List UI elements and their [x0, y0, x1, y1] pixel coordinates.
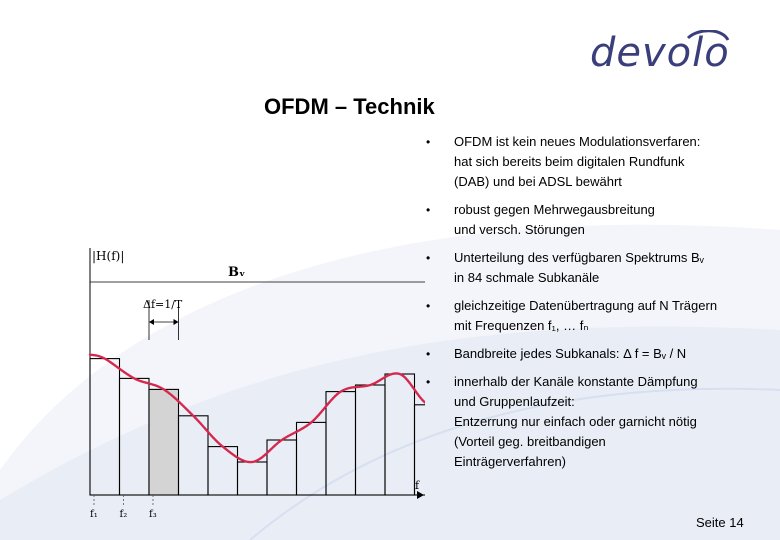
tick-label: f₃ [149, 509, 157, 520]
bullet-text: robust gegen Mehrwegausbreitung [454, 202, 655, 217]
bullet-dot-icon: • [426, 251, 431, 265]
bullet-item: • gleichzeitige Datenübertragung auf N Tr… [424, 296, 776, 336]
bullet-list: • OFDM ist kein neues Modulationsverfaren… [424, 132, 776, 480]
subchannel-bar [325, 391, 357, 496]
bullet-dot-icon: • [426, 135, 431, 149]
subchannel-bar [354, 384, 386, 496]
page-number: Seite 14 [696, 515, 744, 530]
bullet-text: (DAB) und bei ADSL bewährt [454, 174, 622, 189]
bullet-text: (Vorteil geg. breitbandigen [454, 434, 606, 449]
subchannel-bar [295, 421, 327, 496]
bullet-dot-icon: • [426, 299, 431, 313]
bullet-dot-icon: • [426, 375, 431, 389]
bullet-text: und Gruppenlaufzeit: [454, 394, 575, 409]
channel-response-curve [88, 353, 425, 464]
bullet-text: in 84 schmale Subkanäle [454, 270, 600, 285]
devolo-logo: devolo [590, 30, 730, 74]
y-axis-label: |H(f)| [92, 249, 124, 263]
subchannel-bar [89, 358, 121, 496]
bullet-item: • Bandbreite jedes Subkanals: Δ f = Bᵥ / … [424, 344, 776, 364]
bullet-text: und versch. Störungen [454, 222, 585, 237]
bullet-item: • robust gegen Mehrwegausbreitung und vers… [424, 200, 776, 240]
bullet-text: Entzerrung nur einfach oder garnicht nöt… [454, 414, 697, 429]
bullet-text: hat sich bereits beim digitalen Rundfunk [454, 154, 685, 169]
bullet-text: innerhalb der Kanäle konstante Dämpfung [454, 374, 698, 389]
tick-label: f₁ [90, 509, 98, 520]
delta-f-arrow-right-icon [173, 319, 179, 325]
bullet-text: OFDM ist kein neues Modulationsverfaren: [454, 134, 701, 149]
bullet-dot-icon: • [426, 347, 431, 361]
subchannel-bar [413, 404, 425, 496]
bullet-dot-icon: • [426, 203, 431, 217]
delta-f-label: Δf=1/T [143, 298, 183, 311]
subchannel-bar [118, 377, 150, 496]
svg-text:devolo: devolo [590, 30, 730, 74]
bullet-text: Einträgerverfahren) [454, 454, 566, 469]
bullet-item: • OFDM ist kein neues Modulationsverfaren… [424, 132, 776, 192]
subchannel-bar [384, 373, 416, 496]
bandwidth-label: Bᵥ [228, 265, 245, 280]
bullet-text: gleichzeitige Datenübertragung auf N Trä… [454, 298, 718, 313]
tick-label: f₂ [120, 509, 128, 520]
bullet-text: Unterteilung des verfügbaren Spektrums B… [454, 250, 704, 265]
x-axis-label: f [415, 479, 420, 492]
bullet-text: Bandbreite jedes Subkanals: Δ f = Bᵥ / N [454, 346, 687, 361]
subchannel-bar [236, 461, 268, 496]
bullet-item: • innerhalb der Kanäle konstante Dämpfung… [424, 372, 776, 472]
bullet-text: mit Frequenzen f₁, … fₙ [454, 318, 589, 333]
delta-f-arrow-left-icon [149, 319, 154, 325]
bullet-item: • Unterteilung des verfügbaren Spektrums … [424, 248, 776, 288]
page-title: OFDM – Technik [264, 94, 435, 119]
subchannel-bar [148, 388, 180, 496]
